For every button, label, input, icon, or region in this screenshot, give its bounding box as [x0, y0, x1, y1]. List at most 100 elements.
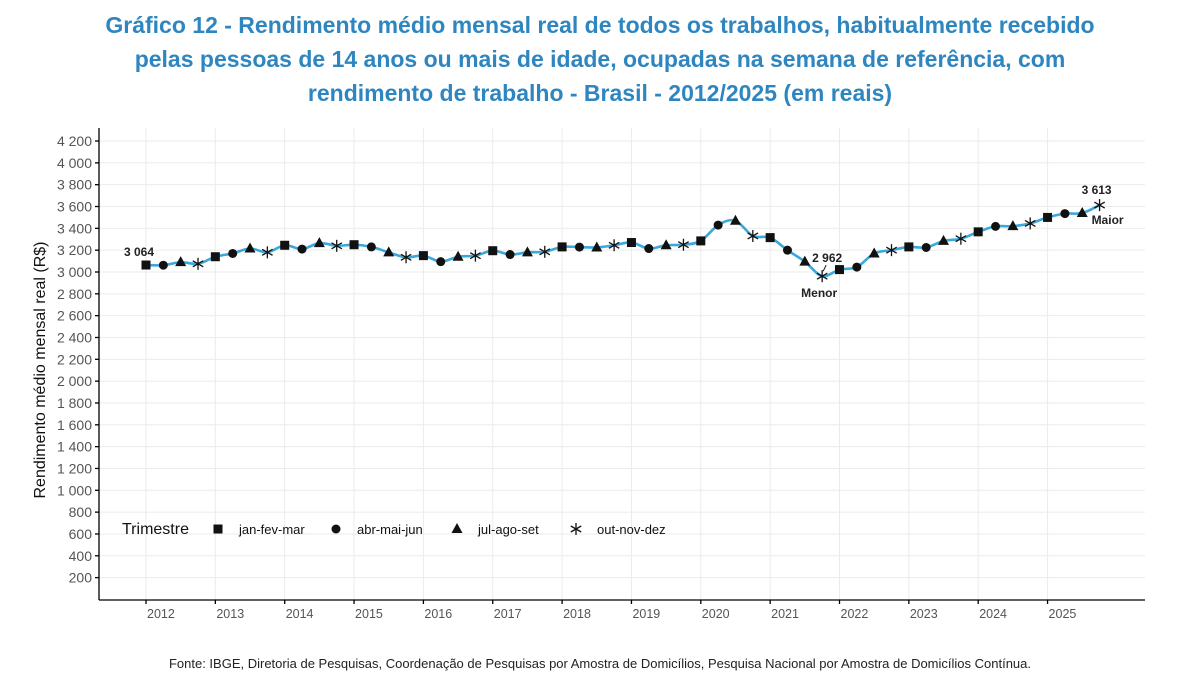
- data-point: [991, 221, 1001, 231]
- circle-marker: [158, 260, 168, 270]
- y-tick-label: 1 200: [57, 460, 92, 476]
- asterisk-stroke: [747, 232, 759, 240]
- chart-title-line-1: Gráfico 12 - Rendimento médio mensal rea…: [105, 12, 1095, 38]
- asterisk-stroke: [1024, 219, 1036, 227]
- y-tick-label: 3 400: [57, 220, 92, 236]
- circle-marker: [505, 250, 515, 260]
- data-point: [885, 244, 898, 257]
- data-point: [626, 238, 636, 248]
- y-tick-label: 2 000: [57, 373, 92, 389]
- square-marker: [210, 252, 220, 262]
- triangle-marker: [451, 523, 463, 533]
- triangle-marker: [175, 256, 187, 267]
- circle-marker: [297, 244, 307, 254]
- asterisk-stroke: [192, 260, 204, 268]
- triangle-marker: [1076, 207, 1088, 218]
- circle-marker: [366, 242, 376, 252]
- data-point: [782, 245, 792, 255]
- data-point: [505, 250, 515, 260]
- legend-title: Trimestre: [122, 521, 189, 538]
- data-point: [677, 238, 689, 251]
- legend-circle-icon: [331, 524, 341, 534]
- x-tick-label: 2013: [216, 607, 244, 621]
- asterisk-stroke: [570, 525, 582, 533]
- asterisk-stroke: [1094, 201, 1106, 209]
- square-marker: [626, 238, 636, 248]
- data-point: [955, 232, 967, 245]
- triangle-marker: [868, 247, 880, 258]
- data-point: [539, 245, 551, 258]
- square-marker: [418, 251, 428, 261]
- data-point: [696, 236, 706, 246]
- asterisk-stroke: [816, 272, 828, 280]
- legend-label: jan-fev-mar: [238, 522, 305, 537]
- data-point: [1024, 217, 1036, 230]
- legend-item: out-nov-dez: [570, 522, 666, 537]
- y-tick-label: 1 400: [57, 439, 92, 455]
- source-footnote: Fonte: IBGE, Diretoria de Pesquisas, Coo…: [168, 656, 1032, 671]
- data-point: [713, 220, 723, 230]
- data-point: [660, 239, 672, 250]
- legend-asterisk-icon: [570, 523, 582, 535]
- data-point: [1007, 220, 1019, 231]
- x-tick-label: 2020: [702, 607, 730, 621]
- square-marker: [213, 524, 223, 534]
- chart-title-line-2: pelas pessoas de 14 anos ou mais de idad…: [134, 46, 1066, 72]
- y-tick-label: 1 800: [57, 395, 92, 411]
- asterisk-stroke: [885, 246, 898, 254]
- square-marker: [904, 242, 914, 252]
- x-tick-label: 2014: [286, 607, 314, 621]
- data-point: [835, 265, 844, 275]
- x-tick-label: 2017: [494, 607, 522, 621]
- square-marker: [835, 265, 844, 275]
- triangle-marker: [799, 255, 811, 266]
- annotation-leader: [822, 264, 827, 272]
- y-tick-label: 2 600: [57, 308, 92, 324]
- asterisk-stroke: [261, 248, 273, 256]
- data-point: [973, 227, 983, 237]
- circle-marker: [782, 245, 792, 255]
- min-label: Menor: [801, 286, 837, 300]
- triangle-marker: [313, 237, 325, 248]
- value-label-max: 3 613: [1082, 183, 1112, 197]
- data-point: [608, 239, 620, 252]
- data-point: [574, 242, 584, 252]
- data-point: [644, 244, 654, 254]
- circle-marker: [228, 248, 238, 258]
- circle-marker: [331, 524, 341, 534]
- data-point: [921, 242, 931, 252]
- data-point: [469, 249, 481, 262]
- data-point: [1076, 207, 1088, 218]
- data-point: [261, 246, 273, 259]
- circle-marker: [852, 262, 862, 272]
- y-tick-label: 3 000: [57, 264, 92, 280]
- square-marker: [349, 240, 359, 250]
- triangle-marker: [244, 242, 256, 253]
- triangle-marker: [521, 246, 533, 257]
- x-tick-label: 2025: [1049, 607, 1077, 621]
- data-point: [799, 255, 811, 266]
- data-point: [488, 246, 498, 256]
- circle-marker: [713, 220, 723, 230]
- value-label-first: 3 064: [124, 245, 154, 259]
- triangle-marker: [1007, 220, 1019, 231]
- y-tick-label: 1 600: [57, 417, 92, 433]
- data-point: [591, 241, 603, 252]
- data-point: [747, 229, 759, 242]
- square-marker: [141, 260, 151, 270]
- triangle-marker: [452, 250, 464, 261]
- y-tick-label: 400: [69, 548, 93, 564]
- data-point: [228, 248, 238, 258]
- x-tick-label: 2019: [632, 607, 660, 621]
- data-point: [1060, 209, 1070, 219]
- asterisk-stroke: [469, 252, 481, 260]
- circle-marker: [921, 242, 931, 252]
- data-point: [192, 257, 204, 270]
- circle-marker: [991, 221, 1001, 231]
- asterisk-stroke: [400, 253, 412, 261]
- y-tick-label: 3 800: [57, 177, 92, 193]
- chart-title: Gráfico 12 - Rendimento médio mensal rea…: [0, 8, 1200, 110]
- y-tick-label: 4 200: [57, 133, 92, 149]
- x-tick-label: 2024: [979, 607, 1007, 621]
